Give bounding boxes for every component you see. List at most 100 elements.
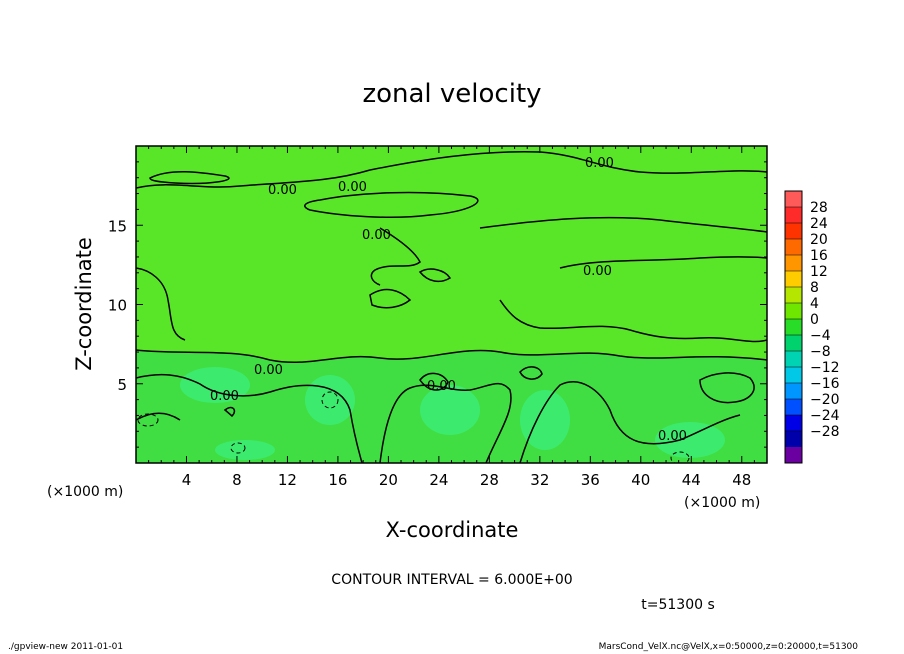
- x-tick-label: 40: [631, 471, 650, 489]
- x-tick-label: 12: [278, 471, 297, 489]
- contour-line: [559, 256, 767, 269]
- contour-line: [136, 151, 767, 189]
- colorbar-swatch: [785, 319, 802, 336]
- contour-label: 0.00: [658, 429, 687, 444]
- colorbar-label: 12: [810, 264, 828, 280]
- negative-contour: [137, 413, 159, 427]
- contour-line: [149, 170, 230, 185]
- x-tick-label: 28: [480, 471, 499, 489]
- contour-line: [223, 406, 236, 418]
- colorbar-label: 8: [810, 280, 819, 296]
- x-axis-label: X-coordinate: [386, 518, 519, 542]
- contour-line: [479, 216, 767, 233]
- negative-patch: [305, 375, 355, 425]
- negative-patch: [420, 385, 480, 435]
- contour-label: 0.00: [210, 389, 239, 404]
- contour-label: 0.00: [585, 156, 614, 171]
- contour-label: 0.00: [254, 363, 283, 378]
- colorbar-swatch: [785, 399, 802, 416]
- colorbar-label: 0: [810, 312, 819, 328]
- contour-label: 0.00: [583, 264, 612, 279]
- colorbar-label: −28: [810, 424, 840, 440]
- colorbar-swatch: [785, 191, 802, 208]
- y-tick-label: 15: [108, 217, 127, 235]
- colorbar-swatch: [785, 367, 802, 384]
- colorbar-label: 16: [810, 248, 828, 264]
- negative-contour: [670, 451, 690, 463]
- x-tick-label: 36: [581, 471, 600, 489]
- contour-lines: [136, 151, 767, 463]
- colorbar-swatch: [785, 447, 802, 464]
- colorbar-label: 4: [810, 296, 819, 312]
- negative-patch: [180, 367, 250, 403]
- x-tick-label: 20: [379, 471, 398, 489]
- contour-line: [519, 366, 543, 380]
- contour-line: [370, 227, 421, 286]
- x-tick-label: 16: [328, 471, 347, 489]
- contour-line: [379, 382, 512, 463]
- colorbar-label: −16: [810, 376, 840, 392]
- colorbar-swatch: [785, 335, 802, 352]
- contour-line: [369, 288, 412, 309]
- x-tick-label: 32: [530, 471, 549, 489]
- contour-line: [418, 268, 452, 283]
- x-tick-label: 8: [232, 471, 242, 489]
- colorbar-label: −8: [810, 344, 831, 360]
- colorbar-swatch: [785, 351, 802, 368]
- y-tick-label: 5: [117, 376, 127, 394]
- colorbar-swatch: [785, 223, 802, 240]
- negative-patch: [655, 422, 725, 458]
- colorbar-swatch: [785, 271, 802, 288]
- negative-contour: [321, 391, 339, 409]
- y-axis-label: Z-coordinate: [72, 237, 96, 371]
- colorbar-swatch: [785, 207, 802, 224]
- colorbar-label: 24: [810, 216, 828, 232]
- contour-label: 0.00: [427, 379, 456, 394]
- contour-interval-text: CONTOUR INTERVAL = 6.000E+00: [331, 572, 572, 588]
- colorbar-label: −12: [810, 360, 840, 376]
- x-axis-unit-left: (×1000 m): [47, 484, 123, 500]
- colorbar-label: −4: [810, 328, 831, 344]
- contour-line: [304, 191, 479, 219]
- negative-contours: [137, 391, 690, 463]
- contour-label: 0.00: [268, 183, 297, 198]
- footer-left: ./gpview-new 2011-01-01: [8, 642, 124, 652]
- contour-label: 0.00: [362, 228, 391, 243]
- colorbar-swatch: [785, 415, 802, 432]
- negative-contour: [230, 442, 246, 454]
- contour-line: [136, 373, 363, 463]
- footer-right: MarsCond_VelX.nc@VelX,x=0:50000,z=0:2000…: [598, 642, 858, 652]
- colorbar-swatch: [785, 303, 802, 320]
- contour-line: [519, 381, 741, 463]
- x-axis-unit-right: (×1000 m): [684, 495, 760, 511]
- contour-line: [136, 412, 181, 421]
- contour-line: [136, 349, 767, 364]
- colorbar-swatch: [785, 239, 802, 256]
- contour-line: [136, 267, 186, 341]
- contour-line: [699, 372, 755, 404]
- contour-labels: 0.00 0.00 0.00 0.00 0.00 0.00 0.00 0.00 …: [210, 156, 687, 444]
- contour-label: 0.00: [338, 180, 367, 195]
- colorbar-label: 28: [810, 200, 828, 216]
- colorbar-swatch: [785, 287, 802, 304]
- colorbar-frame: [784, 190, 803, 464]
- colorbar-label: 20: [810, 232, 828, 248]
- colorbar-swatch: [785, 431, 802, 448]
- time-text: t=51300 s: [641, 597, 715, 613]
- contour-line: [419, 372, 449, 391]
- x-tick-label: 24: [429, 471, 448, 489]
- colorbar-swatch: [785, 255, 802, 272]
- colorbar-label: −24: [810, 408, 840, 424]
- x-tick-label: 48: [732, 471, 751, 489]
- colorbar-swatch: [785, 383, 802, 400]
- negative-patch: [520, 390, 570, 450]
- contour-line: [499, 299, 767, 343]
- plot-area: 0.00 0.00 0.00 0.00 0.00 0.00 0.00 0.00 …: [136, 146, 767, 463]
- y-tick-label: 10: [108, 297, 127, 315]
- chart-title: zonal velocity: [362, 79, 541, 109]
- x-tick-label: 4: [182, 471, 192, 489]
- x-tick-label: 44: [682, 471, 701, 489]
